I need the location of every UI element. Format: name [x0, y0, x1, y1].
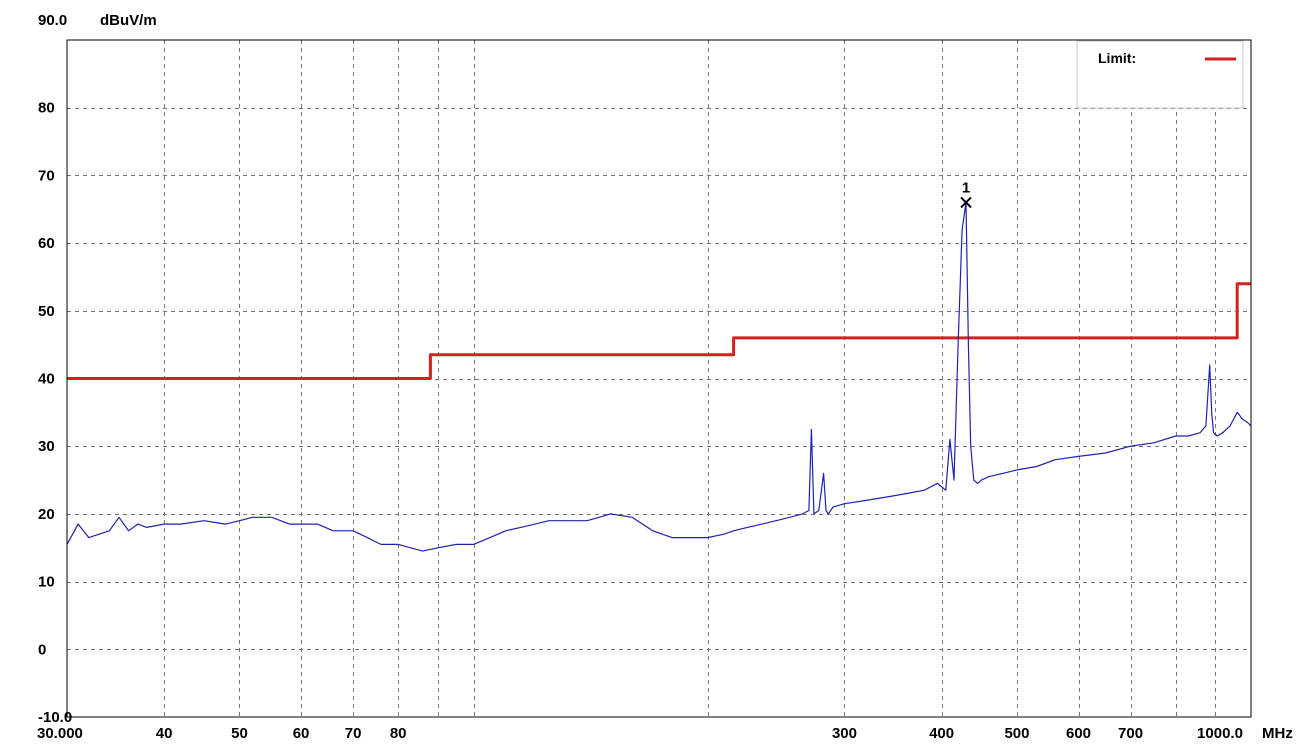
- x-axis-unit: MHz: [1262, 725, 1293, 742]
- legend-label-limit: Limit:: [1098, 50, 1136, 66]
- x-tick-label-7: 400: [929, 725, 954, 742]
- x-tick-label-5: 80: [390, 725, 407, 742]
- y-tick-label-6: 30: [38, 438, 55, 455]
- markers: 1: [960, 179, 972, 209]
- measurement-trace: [66, 201, 1252, 552]
- y-tick-label-7: 20: [38, 506, 55, 523]
- x-tick-label-8: 500: [1004, 725, 1029, 742]
- y-tick-label-8: 10: [38, 574, 55, 591]
- y-tick-label-4: 50: [38, 303, 55, 320]
- grid: [67, 40, 1251, 717]
- x-tick-label-6: 300: [832, 725, 857, 742]
- x-tick-label-11: 1000.0: [1197, 725, 1243, 742]
- y-tick-label-5: 40: [38, 371, 55, 388]
- series-group: [66, 201, 1252, 552]
- x-tick-label-10: 700: [1118, 725, 1143, 742]
- x-tick-label-2: 50: [231, 725, 248, 742]
- plot-frame: [66, 39, 1252, 718]
- y-tick-label-2: 70: [38, 167, 55, 184]
- x-tick-label-1: 40: [156, 725, 173, 742]
- y-axis-unit: dBuV/m: [100, 12, 157, 29]
- limit-line: [67, 282, 1251, 380]
- y-tick-label-1: 80: [38, 100, 55, 117]
- legend-box: [1076, 40, 1244, 109]
- x-tick-label-4: 70: [345, 725, 362, 742]
- y-tick-label-0: 90.0: [38, 12, 67, 29]
- legend: Limit:: [1076, 40, 1244, 109]
- x-tick-label-0: 30.000: [37, 725, 83, 742]
- x-tick-label-9: 600: [1066, 725, 1091, 742]
- y-tick-label-3: 60: [38, 235, 55, 252]
- x-tick-label-3: 60: [293, 725, 310, 742]
- y-tick-labels: 90.0 80 70 60 50 40 30 20 10 0 -10.0: [38, 12, 72, 726]
- y-tick-label-9: 0: [38, 641, 46, 658]
- marker-1-symbol: [960, 196, 972, 209]
- y-tick-label-10: -10.0: [38, 709, 72, 726]
- x-tick-labels: 30.000 40 50 60 70 80 300 400 500 600 700 1000.0: [37, 725, 1243, 742]
- marker-1-label: 1: [962, 179, 970, 196]
